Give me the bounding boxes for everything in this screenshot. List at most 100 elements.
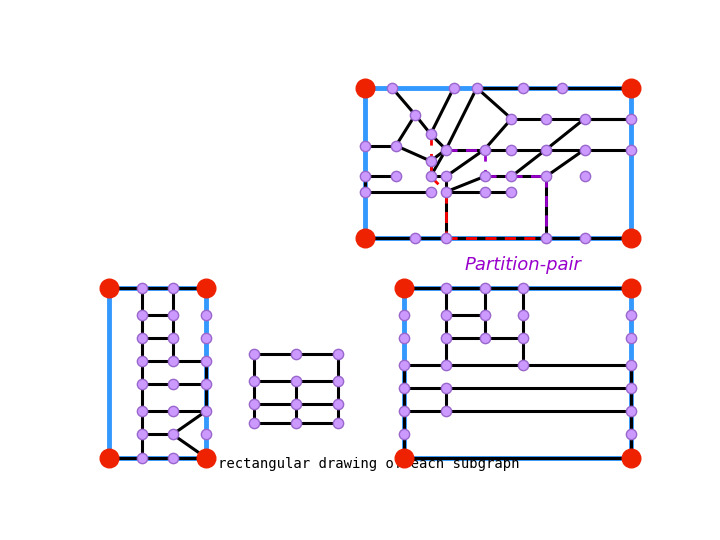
Point: [333, 349, 344, 358]
Text: Partition-pair: Partition-pair: [464, 256, 582, 274]
Point: [625, 145, 636, 154]
Point: [479, 187, 490, 196]
Point: [505, 172, 517, 181]
Point: [136, 284, 148, 293]
Point: [440, 234, 451, 242]
Point: [290, 376, 302, 385]
Bar: [109, 288, 206, 457]
Point: [359, 172, 371, 181]
Point: [579, 234, 590, 242]
Point: [136, 380, 148, 389]
Point: [200, 430, 212, 438]
Point: [579, 145, 590, 154]
Point: [625, 310, 636, 319]
Point: [556, 84, 567, 92]
Point: [136, 430, 148, 438]
Point: [136, 453, 148, 462]
Point: [479, 145, 490, 154]
Point: [625, 453, 636, 462]
Point: [505, 114, 517, 123]
Point: [440, 310, 451, 319]
Point: [479, 310, 490, 319]
Point: [290, 418, 302, 427]
Point: [248, 399, 259, 408]
Point: [505, 187, 517, 196]
Point: [440, 172, 451, 181]
Point: [540, 114, 552, 123]
Point: [248, 376, 259, 385]
Point: [248, 349, 259, 358]
Point: [625, 407, 636, 416]
Point: [333, 418, 344, 427]
Point: [625, 384, 636, 393]
Point: [625, 284, 636, 293]
Point: [440, 187, 451, 196]
Point: [625, 84, 636, 92]
Point: [359, 141, 371, 150]
Point: [440, 407, 451, 416]
Point: [290, 349, 302, 358]
Point: [136, 407, 148, 416]
Point: [167, 357, 179, 366]
Point: [200, 357, 212, 366]
Point: [425, 130, 436, 138]
Point: [479, 334, 490, 342]
Point: [425, 157, 436, 165]
Point: [136, 357, 148, 366]
Point: [440, 361, 451, 369]
Point: [625, 284, 636, 293]
Point: [625, 114, 636, 123]
Point: [248, 418, 259, 427]
Point: [625, 334, 636, 342]
Point: [479, 172, 490, 181]
Point: [200, 334, 212, 342]
Point: [390, 172, 402, 181]
Point: [200, 453, 212, 462]
Point: [200, 284, 212, 293]
Point: [440, 384, 451, 393]
Point: [103, 453, 114, 462]
Point: [625, 361, 636, 369]
Point: [440, 145, 451, 154]
Point: [167, 430, 179, 438]
Bar: [404, 288, 631, 457]
Point: [359, 84, 371, 92]
Point: [579, 172, 590, 181]
Point: [200, 453, 212, 462]
Point: [290, 399, 302, 408]
Point: [448, 84, 459, 92]
Point: [425, 172, 436, 181]
Point: [398, 361, 410, 369]
Point: [398, 407, 410, 416]
Point: [425, 187, 436, 196]
Point: [167, 334, 179, 342]
Point: [517, 334, 528, 342]
Bar: [365, 88, 631, 238]
Point: [390, 141, 402, 150]
Point: [540, 172, 552, 181]
Point: [440, 284, 451, 293]
Point: [136, 310, 148, 319]
Point: [398, 453, 410, 462]
Point: [359, 234, 371, 242]
Point: [398, 453, 410, 462]
Point: [359, 187, 371, 196]
Point: [200, 380, 212, 389]
Point: [517, 84, 528, 92]
Point: [625, 453, 636, 462]
Point: [136, 334, 148, 342]
Point: [625, 430, 636, 438]
Point: [398, 310, 410, 319]
Point: [479, 284, 490, 293]
Point: [410, 111, 421, 119]
Text: rectangular drawing of each subgraph: rectangular drawing of each subgraph: [218, 457, 520, 471]
Point: [333, 399, 344, 408]
Point: [540, 145, 552, 154]
Point: [167, 310, 179, 319]
Point: [410, 234, 421, 242]
Point: [398, 284, 410, 293]
Point: [167, 407, 179, 416]
Point: [517, 361, 528, 369]
Point: [333, 376, 344, 385]
Point: [471, 84, 482, 92]
